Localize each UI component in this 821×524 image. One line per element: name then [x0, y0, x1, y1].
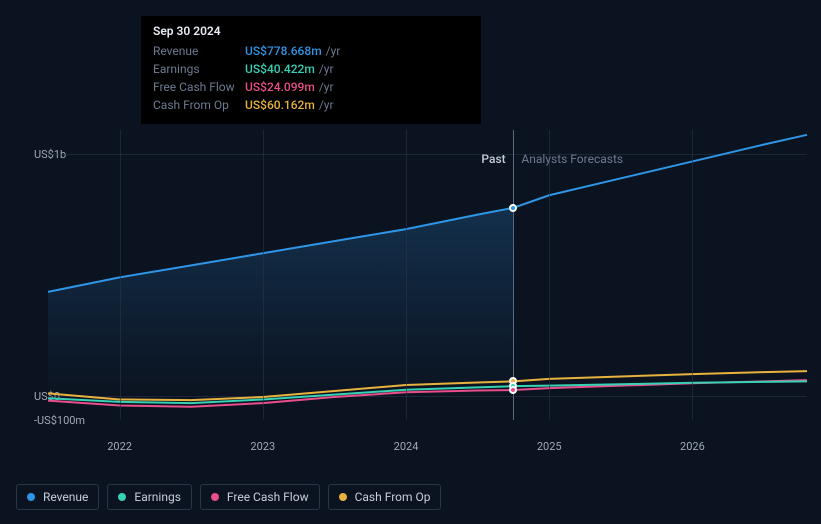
tooltip-date: Sep 30 2024	[153, 24, 469, 38]
tooltip-value: US$40.422m	[245, 60, 315, 78]
chart-container: -US$100m US$0 US$1b 2022 2023 2024 2025 …	[14, 120, 807, 430]
legend-label: Cash From Op	[355, 490, 431, 504]
legend-dot-icon	[211, 493, 219, 501]
tooltip-label: Revenue	[153, 42, 245, 60]
tooltip-row: Revenue US$778.668m /yr	[153, 42, 469, 60]
legend-item-free-cash-flow[interactable]: Free Cash Flow	[200, 484, 320, 510]
x-axis-label: 2024	[394, 440, 419, 453]
x-axis-label: 2026	[680, 440, 705, 453]
tooltip-row: Earnings US$40.422m /yr	[153, 60, 469, 78]
grid-line	[549, 130, 550, 420]
legend-dot-icon	[118, 493, 126, 501]
x-axis-label: 2023	[250, 440, 275, 453]
tooltip-value: US$24.099m	[245, 78, 315, 96]
forecast-label: Analysts Forecasts	[521, 152, 623, 166]
tooltip-suffix: /yr	[319, 78, 334, 96]
grid-line	[263, 130, 264, 420]
x-axis-label: 2022	[107, 440, 132, 453]
grid-line	[120, 130, 121, 420]
tooltip-label: Free Cash Flow	[153, 78, 245, 96]
legend-dot-icon	[339, 493, 347, 501]
tooltip-row: Cash From Op US$60.162m /yr	[153, 96, 469, 114]
legend-label: Earnings	[134, 490, 181, 504]
tooltip-label: Earnings	[153, 60, 245, 78]
tooltip-row: Free Cash Flow US$24.099m /yr	[153, 78, 469, 96]
legend-item-earnings[interactable]: Earnings	[107, 484, 192, 510]
x-axis-label: 2025	[537, 440, 562, 453]
legend-dot-icon	[27, 493, 35, 501]
legend-label: Revenue	[43, 490, 88, 504]
chart-legend: Revenue Earnings Free Cash Flow Cash Fro…	[16, 484, 441, 510]
hover-dot-icon	[509, 386, 517, 394]
tooltip-label: Cash From Op	[153, 96, 245, 114]
grid-line	[692, 130, 693, 420]
legend-item-revenue[interactable]: Revenue	[16, 484, 99, 510]
legend-label: Free Cash Flow	[227, 490, 309, 504]
chart-tooltip: Sep 30 2024 Revenue US$778.668m /yr Earn…	[141, 16, 481, 124]
tooltip-value: US$778.668m	[245, 42, 322, 60]
tooltip-suffix: /yr	[319, 60, 334, 78]
tooltip-value: US$60.162m	[245, 96, 315, 114]
hover-dot-icon	[509, 204, 517, 212]
past-label: Past	[481, 152, 505, 166]
tooltip-suffix: /yr	[326, 42, 341, 60]
tooltip-suffix: /yr	[319, 96, 334, 114]
grid-line	[406, 130, 407, 420]
legend-item-cash-from-op[interactable]: Cash From Op	[328, 484, 442, 510]
